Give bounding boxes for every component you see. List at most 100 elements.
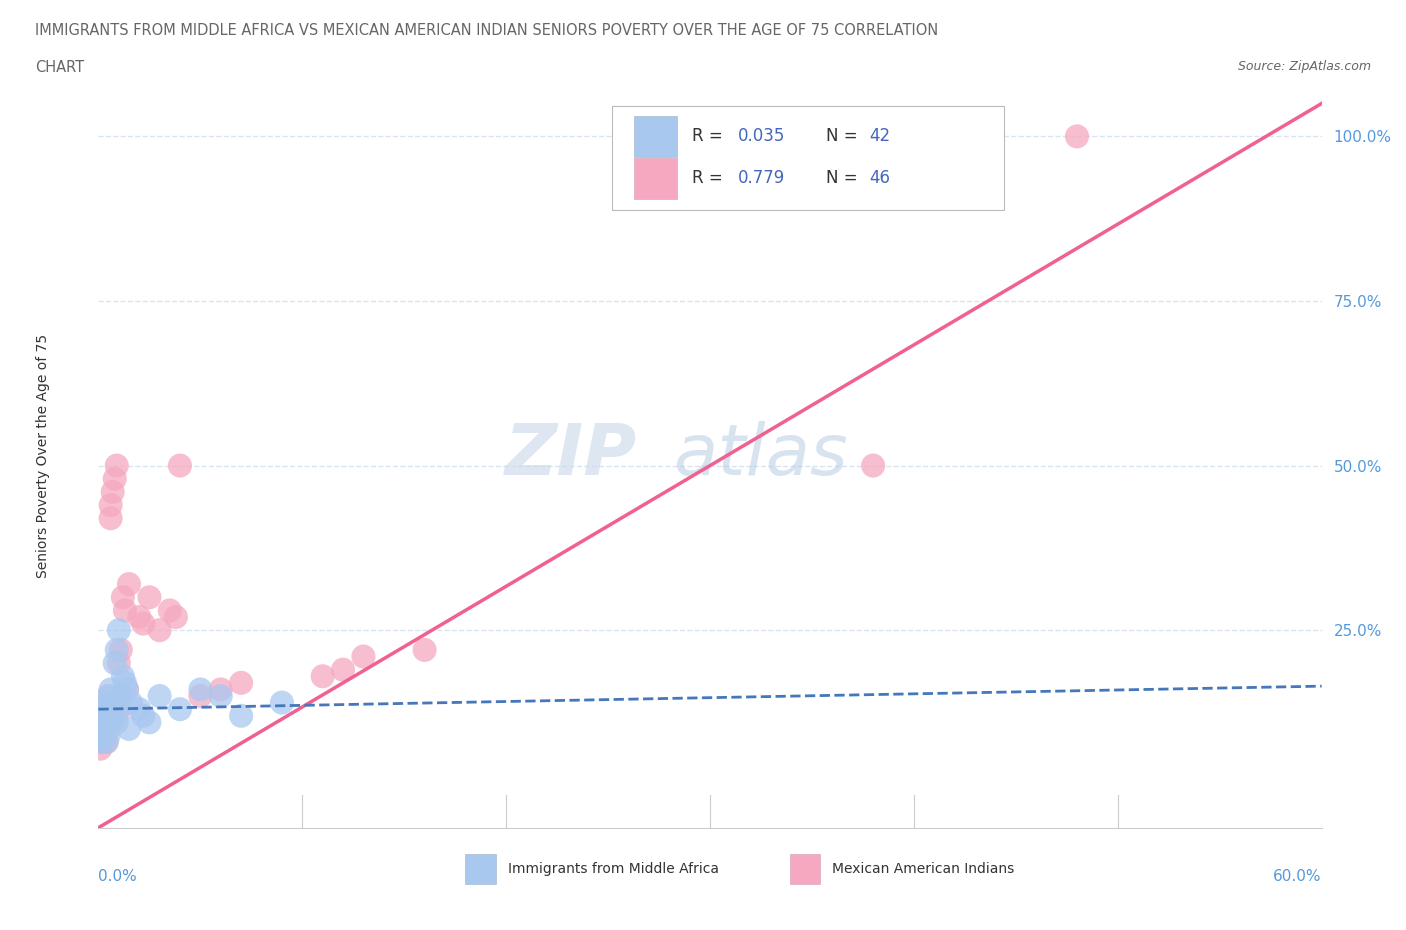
Point bbox=[96, 709, 118, 724]
Point bbox=[89, 728, 111, 743]
Text: Mexican American Indians: Mexican American Indians bbox=[832, 861, 1015, 876]
Point bbox=[128, 609, 150, 624]
Point bbox=[104, 472, 127, 486]
Point bbox=[93, 702, 115, 717]
FancyBboxPatch shape bbox=[465, 854, 496, 883]
Point bbox=[108, 695, 131, 710]
Point bbox=[101, 485, 124, 499]
Text: 42: 42 bbox=[869, 126, 890, 145]
Point bbox=[97, 688, 120, 703]
Point bbox=[93, 715, 115, 730]
Point bbox=[108, 623, 131, 638]
Point bbox=[149, 688, 172, 703]
Point bbox=[101, 702, 124, 717]
Point bbox=[100, 715, 122, 730]
Point bbox=[93, 709, 115, 724]
Point bbox=[89, 741, 111, 756]
Point bbox=[101, 695, 124, 710]
Text: 0.0%: 0.0% bbox=[98, 869, 138, 883]
Point bbox=[110, 643, 132, 658]
Point bbox=[97, 728, 120, 743]
Point bbox=[96, 735, 118, 750]
Point bbox=[188, 688, 212, 703]
Point bbox=[132, 709, 155, 724]
Point bbox=[91, 715, 114, 730]
Point bbox=[132, 617, 155, 631]
Point bbox=[91, 709, 114, 724]
Point bbox=[105, 458, 128, 473]
Point bbox=[97, 709, 120, 724]
Text: IMMIGRANTS FROM MIDDLE AFRICA VS MEXICAN AMERICAN INDIAN SENIORS POVERTY OVER TH: IMMIGRANTS FROM MIDDLE AFRICA VS MEXICAN… bbox=[35, 23, 938, 38]
Point bbox=[100, 511, 122, 525]
Point bbox=[138, 715, 160, 730]
Point bbox=[231, 709, 253, 724]
Point bbox=[91, 722, 114, 737]
Text: Source: ZipAtlas.com: Source: ZipAtlas.com bbox=[1237, 60, 1371, 73]
Text: Immigrants from Middle Africa: Immigrants from Middle Africa bbox=[508, 861, 720, 876]
Point bbox=[138, 590, 160, 604]
Point bbox=[93, 715, 115, 730]
Point bbox=[91, 735, 114, 750]
Point bbox=[165, 609, 187, 624]
FancyBboxPatch shape bbox=[634, 115, 678, 156]
Point bbox=[231, 675, 253, 690]
Text: ZIP: ZIP bbox=[505, 421, 637, 490]
FancyBboxPatch shape bbox=[634, 158, 678, 199]
Point bbox=[93, 709, 115, 724]
Text: CHART: CHART bbox=[35, 60, 84, 75]
Point bbox=[111, 590, 134, 604]
Point bbox=[96, 695, 118, 710]
Point bbox=[312, 669, 335, 684]
Text: N =: N = bbox=[827, 169, 863, 187]
Point bbox=[96, 702, 118, 717]
Point bbox=[89, 735, 111, 750]
FancyBboxPatch shape bbox=[612, 106, 1004, 210]
Point bbox=[100, 682, 122, 697]
Point bbox=[115, 682, 138, 697]
Point bbox=[115, 682, 138, 697]
Text: atlas: atlas bbox=[673, 421, 848, 490]
Point bbox=[862, 458, 884, 473]
Point bbox=[114, 603, 136, 618]
Point bbox=[110, 688, 132, 703]
Text: R =: R = bbox=[692, 126, 728, 145]
Point bbox=[100, 498, 122, 512]
Point bbox=[169, 702, 191, 717]
Point bbox=[100, 695, 122, 710]
Point bbox=[105, 715, 128, 730]
Text: 0.779: 0.779 bbox=[738, 169, 786, 187]
Point bbox=[91, 722, 114, 737]
Point bbox=[89, 722, 111, 737]
Point bbox=[118, 722, 141, 737]
Point bbox=[93, 728, 115, 743]
Point bbox=[97, 722, 120, 737]
Point bbox=[108, 702, 131, 717]
Point bbox=[105, 709, 128, 724]
Point bbox=[89, 728, 111, 743]
Point bbox=[118, 577, 141, 591]
Point bbox=[108, 656, 131, 671]
Point bbox=[97, 688, 120, 703]
Text: 46: 46 bbox=[869, 169, 890, 187]
FancyBboxPatch shape bbox=[790, 854, 820, 883]
Point bbox=[104, 656, 127, 671]
Point bbox=[188, 682, 212, 697]
Point bbox=[332, 662, 354, 677]
Point bbox=[209, 688, 232, 703]
Text: Seniors Poverty Over the Age of 75: Seniors Poverty Over the Age of 75 bbox=[37, 334, 51, 578]
Point bbox=[96, 702, 118, 717]
Point bbox=[270, 695, 294, 710]
Text: 0.035: 0.035 bbox=[738, 126, 786, 145]
Point bbox=[169, 458, 191, 473]
Point bbox=[105, 643, 128, 658]
Point bbox=[93, 722, 115, 737]
Point bbox=[101, 702, 124, 717]
Point bbox=[413, 643, 436, 658]
Point bbox=[1066, 129, 1088, 144]
Point bbox=[159, 603, 181, 618]
Point bbox=[120, 695, 142, 710]
Text: 60.0%: 60.0% bbox=[1274, 869, 1322, 883]
Point bbox=[91, 715, 114, 730]
Point bbox=[91, 728, 114, 743]
Point bbox=[128, 702, 150, 717]
